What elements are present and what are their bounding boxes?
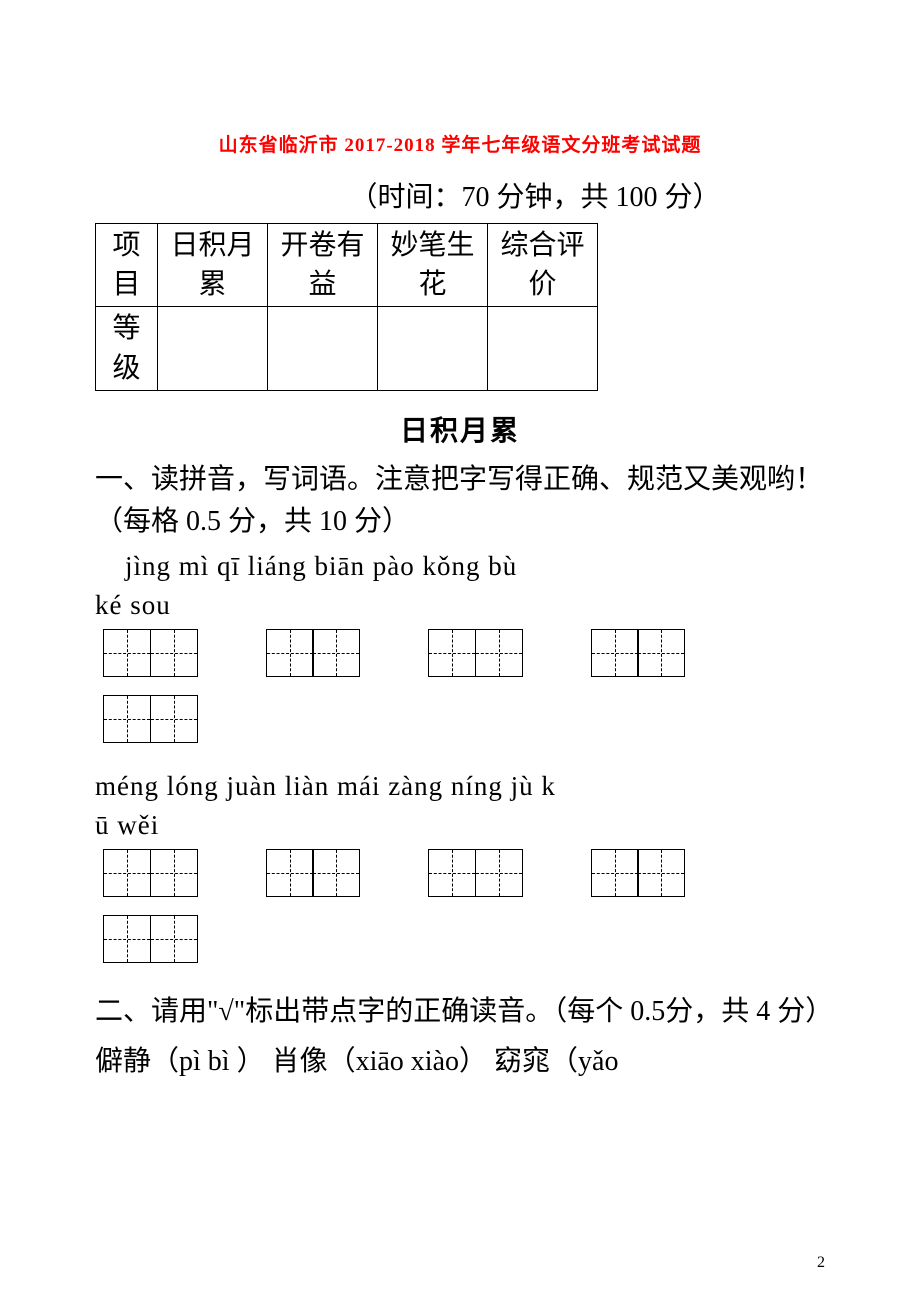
question-2-text: 二、请用"√"标出带点字的正确读音。（每个 0.5分，共 4 分）: [95, 991, 825, 1033]
tianzige-cell: [103, 915, 151, 963]
tianzige-cell: [103, 695, 151, 743]
tianzige-cell: [150, 629, 198, 677]
empty-cell: [378, 307, 488, 390]
q2-pinyin-part: xiāo xiào: [356, 1046, 459, 1077]
question-1-text: 一、读拼音，写词语。注意把字写得正确、规范又美观哟！ （每格 0.5 分，共 1…: [95, 459, 825, 543]
tianzige-cell: [637, 629, 685, 677]
question-2-line1: 僻静（pì bì ） 肖像（xiāo xiào） 窈窕（yǎo: [95, 1041, 825, 1083]
q2-text-part: ） 肖像（: [237, 1046, 356, 1077]
tianzige-cell: [150, 695, 198, 743]
header-cell: 项目: [96, 224, 158, 307]
section-heading: 日积月累: [95, 409, 825, 449]
tianzige-cell: [475, 629, 523, 677]
tianzige-cell: [312, 849, 360, 897]
header-cell: 综合评价: [488, 224, 598, 307]
table-row: 等级: [96, 307, 598, 390]
row-label-cell: 等级: [96, 307, 158, 390]
tianzige-cell: [475, 849, 523, 897]
header-cell: 日积月累: [158, 224, 268, 307]
tianzige-cell: [103, 629, 151, 677]
tianzige-cell: [312, 629, 360, 677]
tianzige-cell: [150, 849, 198, 897]
tianzige-box: [428, 629, 523, 677]
tianzige-row: [95, 695, 825, 743]
tianzige-cell: [266, 849, 314, 897]
empty-cell: [158, 307, 268, 390]
tianzige-box: [266, 629, 361, 677]
tianzige-box: [103, 915, 198, 963]
tianzige-row: [95, 629, 825, 677]
pinyin-row-1b: ké sou: [95, 590, 825, 621]
tianzige-cell: [428, 849, 476, 897]
header-cell: 妙笔生花: [378, 224, 488, 307]
exam-subtitle: （时间：70 分钟，共 100 分）: [95, 175, 825, 215]
q2-pinyin-part: pì bì: [179, 1046, 237, 1077]
q2-text-part: 僻静（: [95, 1046, 179, 1077]
exam-title: 山东省临沂市 2017-2018 学年七年级语文分班考试试题: [95, 130, 825, 157]
tianzige-cell: [103, 849, 151, 897]
tianzige-box: [266, 849, 361, 897]
q2-text-part: ） 窈窕（: [459, 1046, 578, 1077]
tianzige-box: [103, 629, 198, 677]
empty-cell: [488, 307, 598, 390]
tianzige-cell: [150, 915, 198, 963]
page-number: 2: [817, 1254, 825, 1272]
tianzige-cell: [266, 629, 314, 677]
tianzige-box: [103, 849, 198, 897]
tianzige-row: [95, 849, 825, 897]
header-cell: 开卷有益: [268, 224, 378, 307]
tianzige-box: [428, 849, 523, 897]
tianzige-cell: [591, 629, 639, 677]
tianzige-cell: [428, 629, 476, 677]
tianzige-box: [103, 695, 198, 743]
pinyin-row-1: jìng mì qī liáng biān pào kǒng bù: [95, 551, 825, 582]
empty-cell: [268, 307, 378, 390]
table-row: 项目 日积月累 开卷有益 妙笔生花 综合评价: [96, 224, 598, 307]
tianzige-box: [591, 629, 686, 677]
tianzige-cell: [637, 849, 685, 897]
pinyin-row-2: méng lóng juàn liàn mái zàng níng jù k: [95, 771, 825, 802]
score-table: 项目 日积月累 开卷有益 妙笔生花 综合评价 等级: [95, 223, 598, 391]
pinyin-row-2b: ū wěi: [95, 810, 825, 841]
tianzige-box: [591, 849, 686, 897]
q2-pinyin-part: yǎo: [578, 1046, 618, 1077]
tianzige-row: [95, 915, 825, 963]
tianzige-cell: [591, 849, 639, 897]
